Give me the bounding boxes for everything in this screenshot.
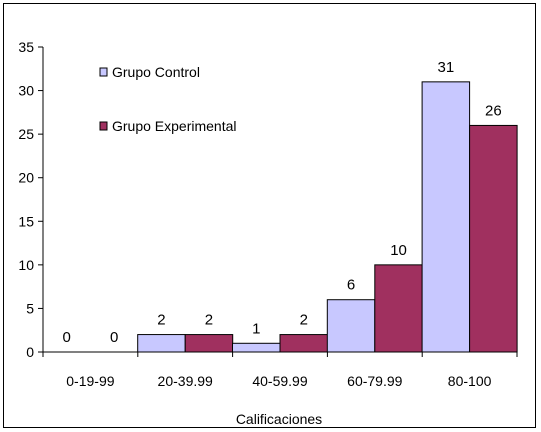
y-tick-label: 10 <box>18 257 34 273</box>
legend-label: Grupo Control <box>112 64 200 80</box>
data-label: 31 <box>438 59 455 76</box>
bar <box>421 81 471 353</box>
data-label: 10 <box>390 242 407 259</box>
data-label: 0 <box>110 329 118 346</box>
y-tick-label: 15 <box>18 213 34 229</box>
data-label: 6 <box>347 277 355 294</box>
bar <box>374 264 423 353</box>
x-tick-label: 80-100 <box>448 373 492 389</box>
y-axis: 0 5 10 15 20 25 30 35 <box>18 39 44 360</box>
data-label: 0 <box>62 329 70 346</box>
x-tick-label: 0-19-99 <box>66 373 114 389</box>
x-tick-label: 60-79.99 <box>347 373 402 389</box>
legend: Grupo Control Grupo Experimental <box>99 64 237 134</box>
bar <box>469 124 518 353</box>
bar <box>184 334 234 353</box>
x-tick-label: 20-39.99 <box>158 373 213 389</box>
y-tick-label: 30 <box>18 83 34 99</box>
y-tick-label: 20 <box>18 170 34 186</box>
data-label: 1 <box>252 320 260 337</box>
legend-swatch <box>99 121 108 131</box>
y-tick-label: 25 <box>18 126 34 142</box>
bar <box>326 299 376 353</box>
bar <box>279 334 328 353</box>
legend-swatch <box>99 67 108 77</box>
x-tick-label: 40-59.99 <box>252 373 307 389</box>
data-label: 2 <box>300 312 308 329</box>
x-axis: 0-19-99 20-39.99 40-59.99 60-79.99 80-100 <box>42 351 518 389</box>
data-label: 2 <box>205 312 213 329</box>
bars <box>137 81 518 353</box>
data-label: 26 <box>485 102 502 119</box>
y-tick-label: 5 <box>26 300 34 316</box>
x-axis-title: Calificaciones <box>236 411 322 427</box>
bar <box>137 334 186 353</box>
data-label: 2 <box>157 312 165 329</box>
y-tick-label: 0 <box>26 344 34 360</box>
legend-label: Grupo Experimental <box>112 118 237 134</box>
bar <box>232 342 281 353</box>
y-tick-label: 35 <box>18 39 34 55</box>
